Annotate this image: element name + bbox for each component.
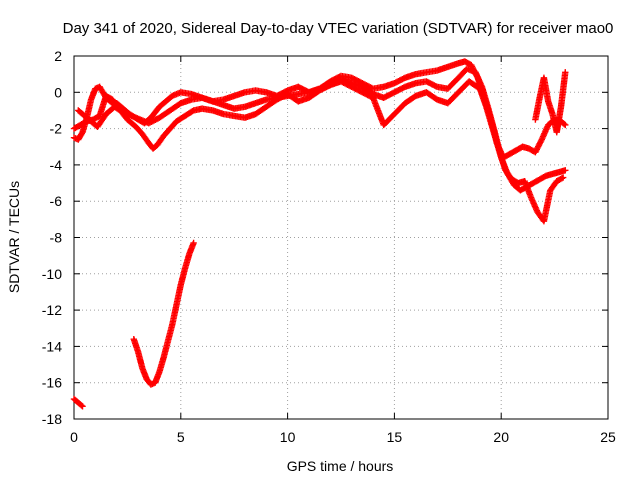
series-early-drop [70, 395, 86, 410]
data-point [562, 167, 569, 174]
y-tick-label: -8 [50, 230, 63, 246]
y-tick-label: -18 [42, 411, 62, 427]
axis-ticks: 0 5 10 15 20 25 -18 -16 -14 -12 -10 -8 -6 -4 -2 0 2 [42, 48, 616, 445]
y-tick-label: -14 [42, 338, 62, 354]
data-points [70, 58, 569, 410]
data-point [79, 403, 86, 410]
y-axis-label: SDTVAR / TECUs [6, 181, 22, 293]
x-tick-label: 0 [70, 429, 78, 445]
data-point [561, 120, 568, 128]
y-tick-label: -16 [42, 375, 62, 391]
data-point [558, 175, 566, 182]
x-tick-label: 10 [280, 429, 296, 445]
series-recovery-arc [130, 239, 197, 388]
y-tick-label: -12 [42, 302, 62, 318]
y-tick-label: 2 [54, 48, 62, 64]
series-track-c [75, 78, 567, 225]
y-tick-label: -10 [42, 266, 62, 282]
x-tick-label: 15 [387, 429, 403, 445]
y-tick-label: -4 [50, 157, 63, 173]
data-point [537, 137, 545, 145]
x-tick-label: 20 [493, 429, 509, 445]
series-spikes-22h [532, 69, 569, 136]
y-tick-label: -6 [50, 193, 63, 209]
y-tick-label: -2 [50, 121, 63, 137]
y-tick-label: 0 [54, 84, 62, 100]
series-track-a [70, 58, 569, 161]
data-point [78, 402, 85, 409]
data-point [190, 239, 197, 247]
x-axis-label: GPS time / hours [287, 458, 394, 474]
data-point [562, 69, 569, 76]
x-tick-label: 25 [600, 429, 616, 445]
data-point [559, 174, 567, 181]
data-point [562, 121, 569, 129]
chart-title: Day 341 of 2020, Sidereal Day-to-day VTE… [63, 20, 614, 37]
x-tick-label: 5 [177, 429, 185, 445]
